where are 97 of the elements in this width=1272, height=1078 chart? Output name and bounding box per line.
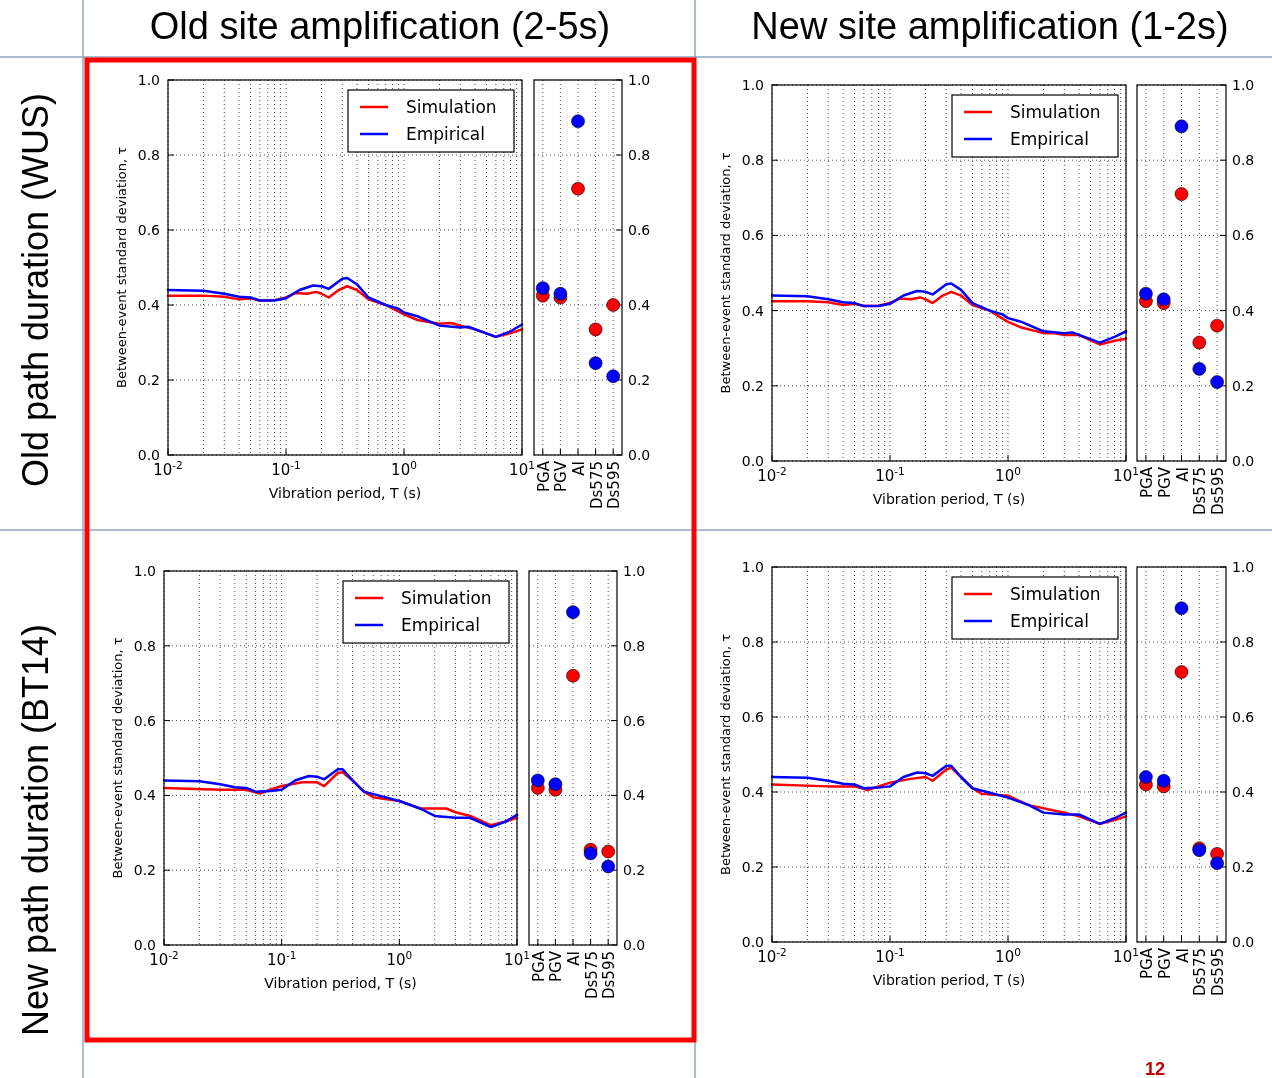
y-tick-label: 0.8 xyxy=(741,152,764,169)
y-tick-label: 0.6 xyxy=(1232,227,1255,244)
x-tick-label: Ds595 xyxy=(600,951,619,999)
y-tick-label: 0.2 xyxy=(1232,377,1255,394)
y-tick-label: 1.0 xyxy=(623,563,646,579)
y-tick-label: 1.0 xyxy=(628,72,651,88)
text: Old path duration (WUS) xyxy=(14,92,56,488)
x-tick-label: 10$^{-1}$ xyxy=(875,946,905,966)
x-tick-label: 10$^{-1}$ xyxy=(266,949,297,969)
y-tick-label: 1.0 xyxy=(741,559,764,575)
x-tick-label: Ds595 xyxy=(605,461,624,509)
y-tick-label: 0.8 xyxy=(741,634,764,650)
y-tick-label: 1.0 xyxy=(1232,77,1255,93)
y-tick-label: 0.4 xyxy=(133,787,157,804)
y-tick-label: 0.4 xyxy=(623,787,646,804)
legend-label: Simulation xyxy=(1010,102,1101,122)
y-tick-label: 0.6 xyxy=(133,712,157,729)
x-tick-label: AI xyxy=(1173,467,1192,482)
y-tick-label: 0.8 xyxy=(628,147,651,163)
text: 12 xyxy=(1144,1058,1166,1078)
y-tick-label: 0.8 xyxy=(623,637,646,654)
text: New path duration (BT14) xyxy=(14,623,56,1037)
y-tick-label: 0.2 xyxy=(1232,859,1255,875)
legend-label: Empirical xyxy=(406,124,486,144)
legend-label: Simulation xyxy=(1010,584,1101,604)
y-tick-label: 1.0 xyxy=(741,77,764,93)
x-tick-label: PGV xyxy=(1155,466,1174,498)
x-axis-title: Vibration period, T (s) xyxy=(872,491,1026,507)
y-tick-label: 1.0 xyxy=(1232,559,1255,575)
x-tick-label: Ds575 xyxy=(587,461,606,509)
x-tick-label: Ds575 xyxy=(582,951,601,999)
y-tick-label: 0.6 xyxy=(628,222,651,238)
x-tick-label: AI xyxy=(570,461,588,476)
y-tick-label: 0.2 xyxy=(741,377,764,394)
y-tick-label: 0.6 xyxy=(741,709,765,725)
y-tick-label: 0.4 xyxy=(628,297,651,313)
x-tick-label: PGV xyxy=(547,950,566,982)
y-tick-label: 1.0 xyxy=(133,563,156,579)
y-tick-label: 0.2 xyxy=(741,859,764,875)
x-tick-label: Ds595 xyxy=(1209,948,1228,996)
x-tick-label: Ds575 xyxy=(1191,948,1210,996)
y-tick-label: 0.6 xyxy=(623,712,646,729)
chart-title: Old site amplification (2-5s) xyxy=(149,5,611,47)
y-tick-label: 0.4 xyxy=(137,297,161,313)
x-tick-label: PGA xyxy=(534,460,553,492)
x-tick-label: 10$^{0}$ xyxy=(391,459,417,479)
y-tick-label: 0.6 xyxy=(1232,709,1255,725)
y-tick-label: 1.0 xyxy=(137,72,160,88)
x-tick-label: 10$^{0}$ xyxy=(995,465,1021,485)
y-tick-label: 0.2 xyxy=(623,862,646,879)
y-axis-title: Between-event standard deviation, τ xyxy=(718,633,733,876)
x-axis-title: Vibration period, T (s) xyxy=(872,972,1026,988)
y-tick-label: 0.8 xyxy=(137,147,160,163)
y-tick-label: 0.6 xyxy=(741,227,765,244)
x-tick-label: PGA xyxy=(1137,466,1156,498)
x-tick-label: 10$^{1}$ xyxy=(504,949,530,969)
x-tick-label: 10$^{0}$ xyxy=(995,946,1021,966)
legend-label: Simulation xyxy=(406,97,497,117)
legend-label: Simulation xyxy=(401,588,492,608)
x-tick-label: 10$^{1}$ xyxy=(1113,465,1139,485)
y-tick-label: 0.8 xyxy=(1232,152,1255,169)
x-tick-label: Ds595 xyxy=(1209,467,1228,515)
y-tick-label: 0.0 xyxy=(623,937,646,953)
y-axis-title: Between-event standard deviation, τ xyxy=(110,637,125,879)
legend-label: Empirical xyxy=(401,615,481,635)
x-tick-label: 10$^{1}$ xyxy=(509,459,535,479)
y-axis-title: Between-event standard deviation, τ xyxy=(718,152,733,394)
y-axis-title: Between-event standard deviation, τ xyxy=(114,146,129,389)
y-tick-label: 0.4 xyxy=(1232,784,1255,800)
y-tick-label: 0.4 xyxy=(741,302,765,319)
x-tick-label: 10$^{-1}$ xyxy=(875,465,905,485)
chart-title: New site amplification (1-2s) xyxy=(751,5,1229,47)
y-tick-label: 0.4 xyxy=(1232,302,1255,319)
y-tick-label: 0.0 xyxy=(628,447,651,463)
legend-label: Empirical xyxy=(1010,611,1090,631)
x-tick-label: AI xyxy=(565,951,583,966)
y-tick-label: 0.2 xyxy=(133,862,156,879)
x-tick-label: PGV xyxy=(1155,947,1174,979)
x-axis-title: Vibration period, T (s) xyxy=(268,485,422,501)
y-tick-label: 0.0 xyxy=(1232,934,1255,950)
x-tick-label: PGA xyxy=(529,950,548,982)
y-tick-label: 0.2 xyxy=(628,372,651,388)
x-tick-label: 10$^{-1}$ xyxy=(271,459,301,479)
x-tick-label: 10$^{1}$ xyxy=(1113,946,1139,966)
y-tick-label: 0.8 xyxy=(133,637,156,654)
y-tick-label: 0.8 xyxy=(1232,634,1255,650)
x-tick-label: PGA xyxy=(1137,947,1156,979)
x-axis-title: Vibration period, T (s) xyxy=(264,975,417,991)
x-tick-label: PGV xyxy=(552,460,571,492)
y-tick-label: 0.0 xyxy=(1232,453,1255,469)
x-tick-label: Ds575 xyxy=(1191,467,1210,515)
legend-label: Empirical xyxy=(1010,129,1090,149)
x-tick-label: AI xyxy=(1173,948,1192,963)
x-tick-label: 10$^{0}$ xyxy=(386,949,413,969)
y-tick-label: 0.6 xyxy=(137,222,161,238)
y-tick-label: 0.2 xyxy=(137,372,160,388)
y-tick-label: 0.4 xyxy=(741,784,765,800)
